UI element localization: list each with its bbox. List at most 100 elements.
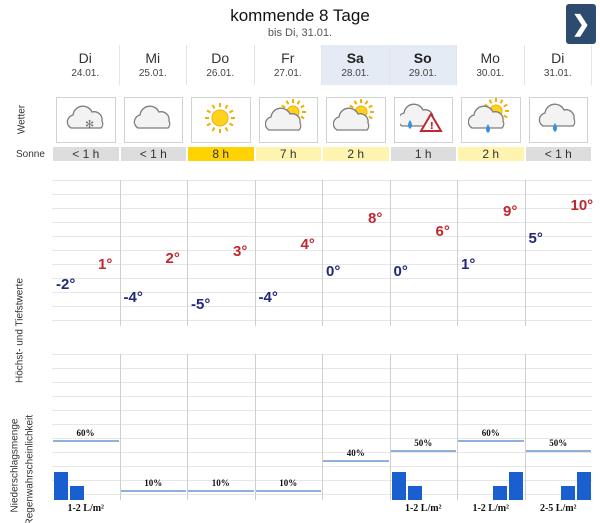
day-date: 24.01.: [71, 68, 100, 79]
day-name: Fr: [281, 50, 295, 66]
column-divider: [187, 354, 188, 500]
probability-line: [525, 450, 591, 452]
day-header[interactable]: Do 26.01.: [187, 45, 255, 85]
min-temperature: -4°: [123, 289, 143, 307]
precipitation-bar: [509, 472, 523, 500]
next-period-button[interactable]: ❯: [566, 4, 596, 44]
probability-label: 10%: [144, 478, 163, 488]
precipitation-bar: [560, 486, 575, 500]
precipitation-amount: 1-2 L/m²: [67, 503, 105, 514]
day-name: Sa: [346, 50, 364, 66]
probability-line: [323, 460, 389, 462]
day-header[interactable]: Sa 28.01.: [322, 45, 390, 85]
max-temperature: 1°: [98, 256, 113, 274]
sunshine-hours: < 1 h: [525, 147, 591, 161]
precipitation-amount: 1-2 L/m²: [472, 503, 510, 514]
day-header[interactable]: Mi 25.01.: [120, 45, 187, 85]
max-temperature: 6°: [435, 223, 450, 241]
min-temperature: 0°: [393, 262, 408, 280]
day-name: Di: [551, 50, 565, 66]
day-header[interactable]: Di 24.01.: [52, 45, 120, 85]
min-temperature: -4°: [258, 289, 278, 307]
weather-icon-cell[interactable]: [123, 97, 183, 143]
column-divider: [187, 180, 188, 326]
column-divider: [457, 354, 458, 500]
weather-icon-cell[interactable]: [461, 97, 521, 143]
max-temperature: 8°: [368, 209, 383, 227]
column-divider: [322, 354, 323, 500]
header: kommende 8 Tage bis Di, 31.01. ❯: [0, 0, 600, 44]
min-temperature: -5°: [191, 296, 211, 314]
precip-prob-row-label: Regenwahrscheinlichkeit: [24, 414, 36, 523]
precipitation-bar: [70, 486, 84, 500]
partly-sunny-icon: [332, 98, 379, 143]
sunshine-hours: 2 h: [323, 147, 389, 161]
day-name: Mi: [145, 50, 161, 66]
sun-rain-icon: [467, 97, 514, 143]
svg-text:✻: ✻: [85, 118, 94, 131]
max-temperature: 9°: [503, 203, 518, 221]
column-divider: [457, 180, 458, 326]
column-divider: [254, 354, 256, 500]
weather-icon-cell[interactable]: [191, 97, 251, 143]
temps-row-label: Höchst- und Tiefstwerte: [14, 277, 26, 384]
weather-icon-cell[interactable]: [326, 97, 386, 143]
min-temperature: 1°: [461, 256, 476, 274]
min-temperature: 5°: [528, 229, 543, 247]
svg-text:!: !: [430, 121, 435, 132]
weather-icon-cell[interactable]: [258, 97, 318, 143]
max-temperature: 3°: [233, 243, 248, 260]
page-title: kommende 8 Tage: [230, 6, 370, 25]
sun-icon: [198, 98, 244, 143]
day-header[interactable]: So 29.01.: [389, 45, 457, 85]
probability-line: [188, 490, 254, 492]
weather-icon-cell[interactable]: ✻: [56, 97, 116, 143]
probability-label: 10%: [211, 478, 230, 488]
column-divider: [322, 180, 323, 326]
day-date: 31.01.: [543, 68, 572, 79]
min-temperature: 0°: [326, 262, 341, 280]
sunshine-hours: 1 h: [390, 147, 456, 161]
probability-line: [390, 450, 456, 452]
column-divider: [119, 354, 121, 500]
sun-row-label: Sonne: [16, 149, 45, 160]
day-header[interactable]: Fr 27.01.: [255, 45, 322, 85]
cloud-snow-icon: ✻: [63, 98, 109, 143]
sunshine-hours: < 1 h: [120, 147, 186, 161]
day-date: 30.01.: [476, 68, 505, 79]
precipitation-bar: [493, 486, 507, 500]
weather-icon-cell[interactable]: [528, 97, 588, 143]
probability-line: [53, 440, 119, 442]
max-temperature: 4°: [300, 236, 315, 254]
precipitation-bar: [407, 486, 422, 500]
precipitation-bar: [576, 472, 591, 500]
column-divider: [524, 354, 526, 500]
probability-label: 50%: [414, 438, 433, 448]
precipitation-bar: [391, 472, 406, 500]
column-divider: [524, 180, 526, 326]
day-date: 28.01.: [341, 68, 370, 79]
day-header[interactable]: Di 31.01.: [525, 45, 592, 85]
sunshine-hours: 7 h: [255, 147, 321, 161]
day-name: Do: [211, 50, 230, 66]
weather-icon-cell[interactable]: !: [393, 97, 453, 143]
day-date: 29.01.: [408, 68, 437, 79]
probability-line: [120, 490, 186, 492]
probability-label: 50%: [549, 438, 568, 448]
max-temperature: 10°: [570, 196, 594, 214]
page-subtitle: bis Di, 31.01.: [267, 27, 333, 39]
column-divider: [389, 354, 391, 500]
max-temperature: 2°: [165, 249, 180, 267]
probability-label: 60%: [481, 428, 500, 438]
day-name: So: [413, 50, 432, 66]
precip-row-label: Niederschlagsmenge: [9, 418, 21, 513]
probability-label: 40%: [346, 448, 365, 458]
day-name: Mo: [480, 50, 500, 66]
min-temperature: -2°: [56, 276, 76, 294]
weather-row-label: Wetter: [16, 104, 28, 135]
probability-line: [458, 440, 524, 442]
day-date: 25.01.: [138, 68, 167, 79]
probability-line: [255, 490, 321, 492]
precipitation-bar: [54, 472, 68, 500]
day-header[interactable]: Mo 30.01.: [457, 45, 525, 85]
